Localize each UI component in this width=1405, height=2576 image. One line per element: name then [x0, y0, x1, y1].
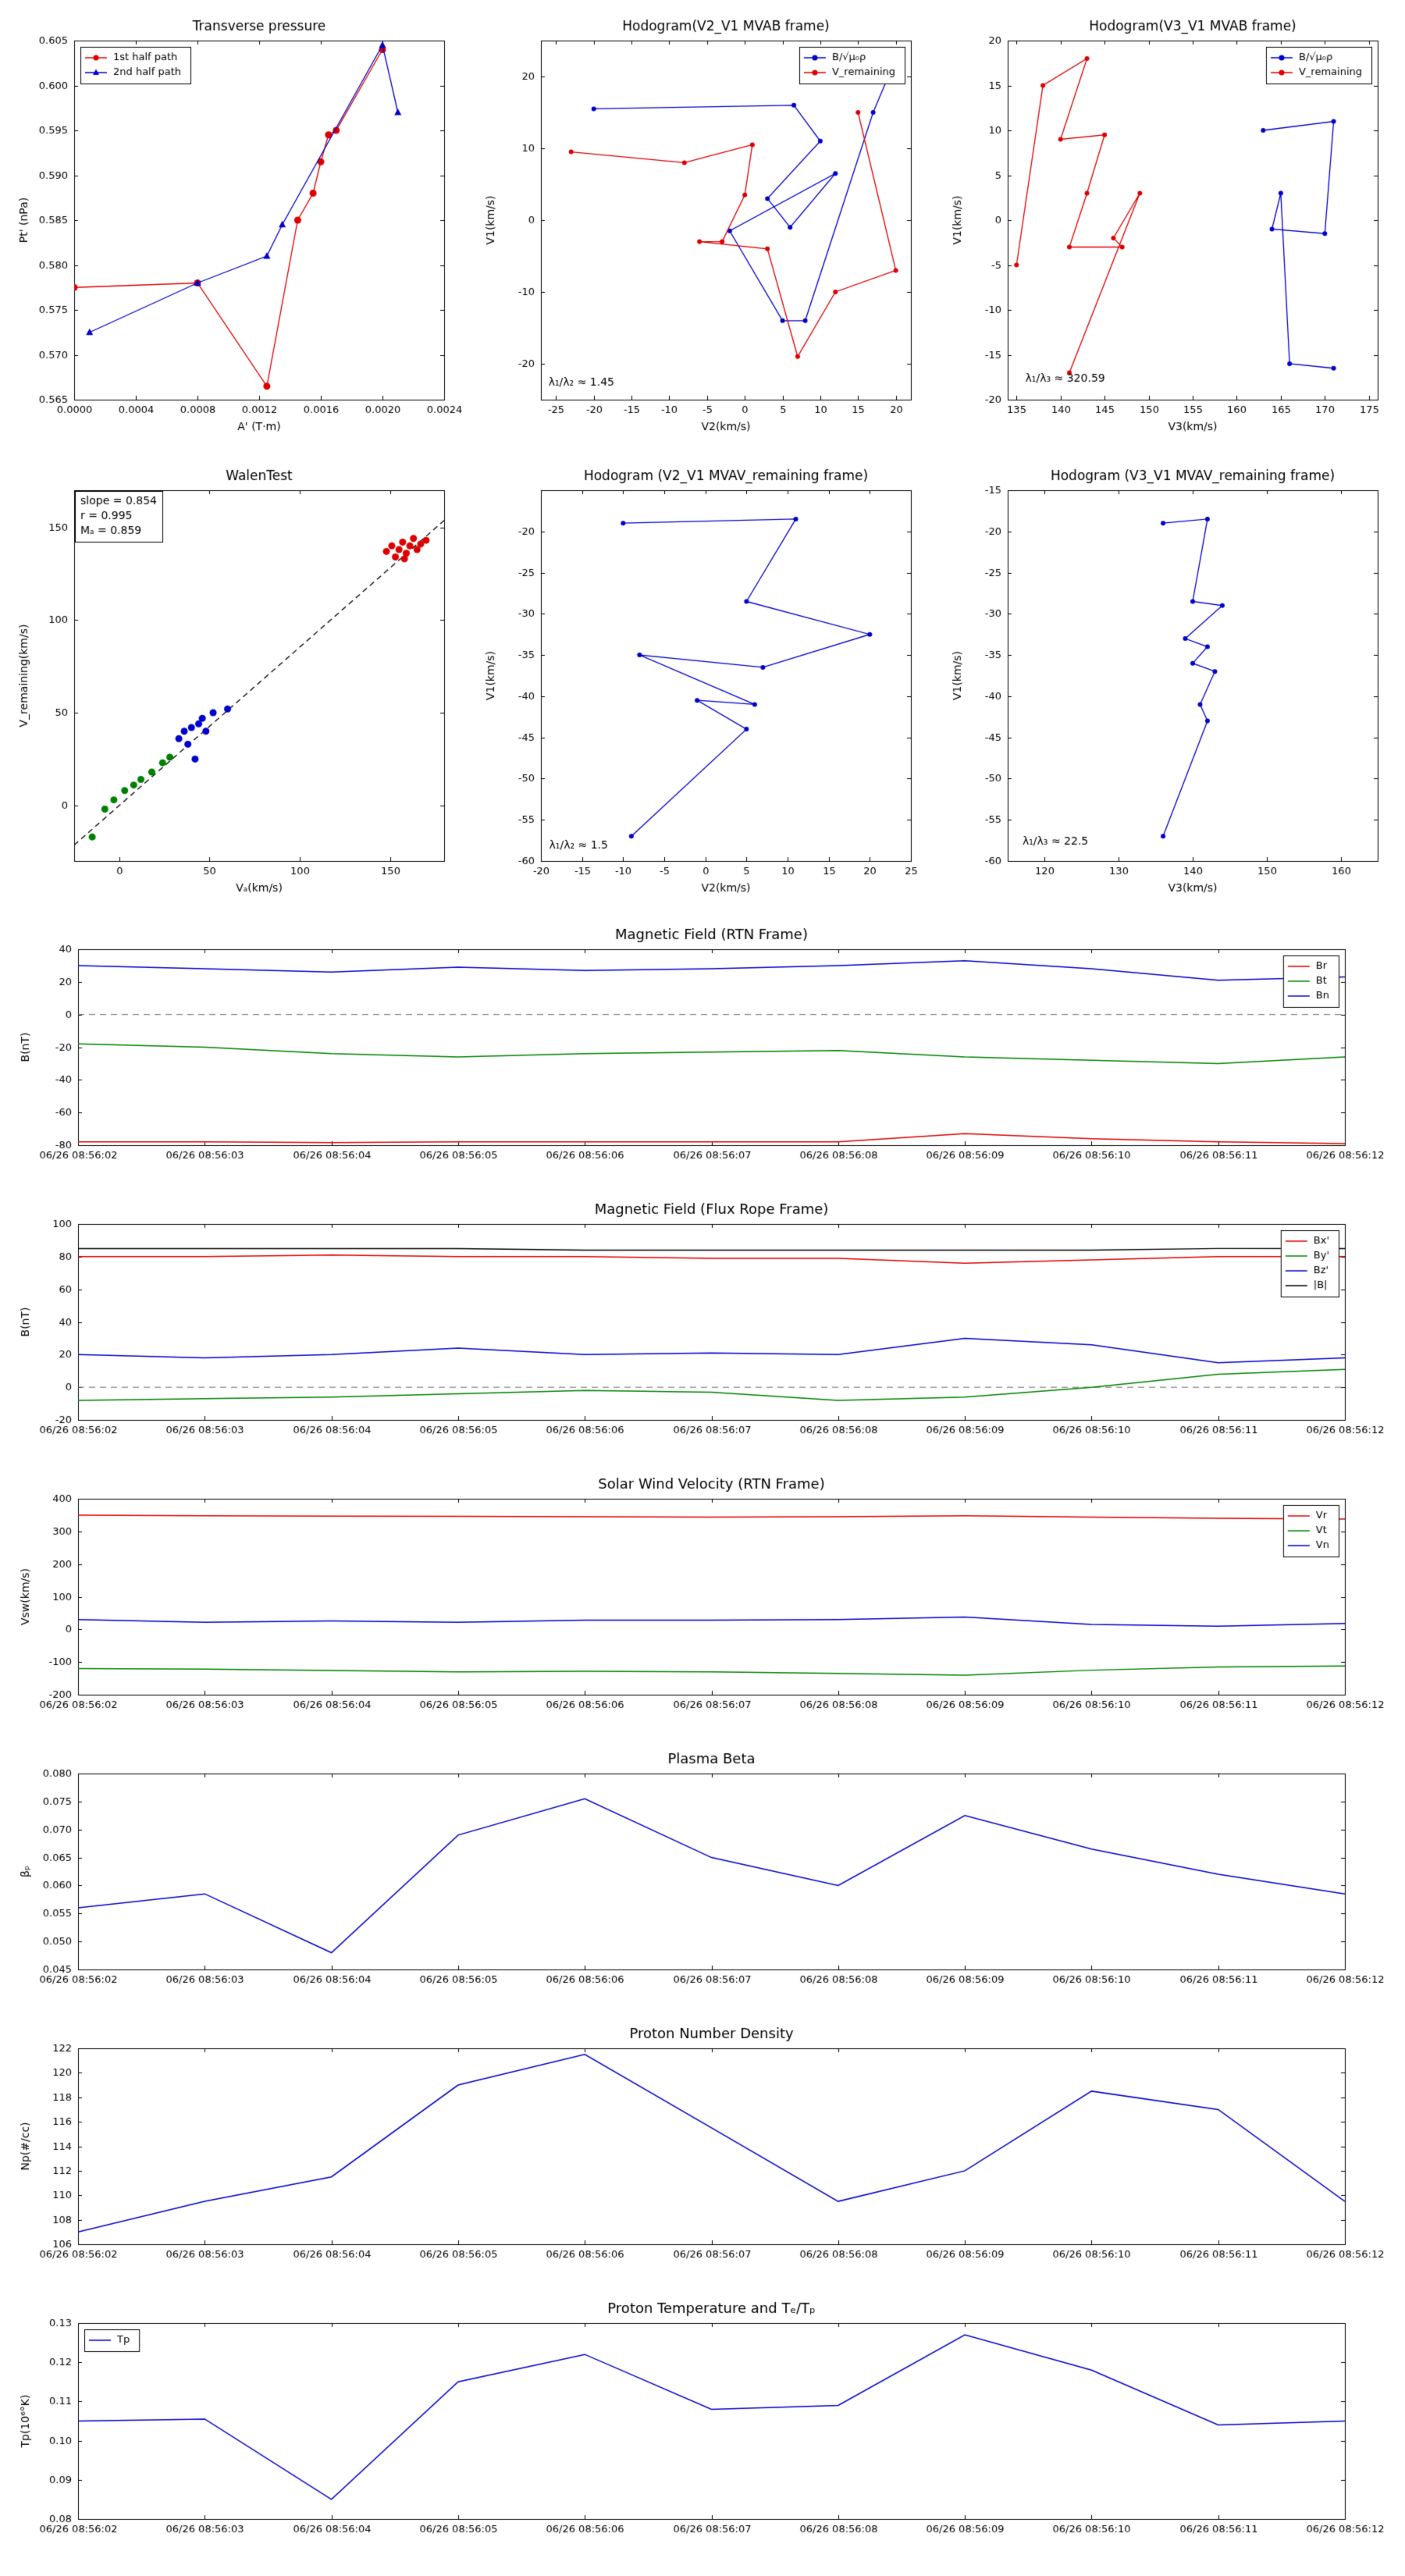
hodogram-v2v1-mvab-plot [472, 5, 933, 450]
walen-test-plot [5, 454, 466, 911]
hodogram-v3v1-mvab-plot [939, 5, 1400, 450]
solar-wind-velocity-plot [4, 1466, 1401, 1735]
hodogram-row-1 [3, 5, 1402, 450]
time-series-stack [3, 916, 1402, 2560]
magnetic-field-rtn-plot [4, 916, 1401, 1186]
proton-density-plot [4, 2016, 1401, 2285]
plasma-beta-plot [4, 1741, 1401, 2010]
hodogram-row-2 [3, 454, 1402, 911]
hodogram-v2v1-mvav-plot [472, 454, 933, 911]
magnetic-field-flux-rope-plot [4, 1191, 1401, 1461]
transverse-pressure-plot [5, 5, 466, 450]
hodogram-v3v1-mvav-plot [939, 454, 1400, 911]
proton-temperature-plot [4, 2290, 1401, 2560]
